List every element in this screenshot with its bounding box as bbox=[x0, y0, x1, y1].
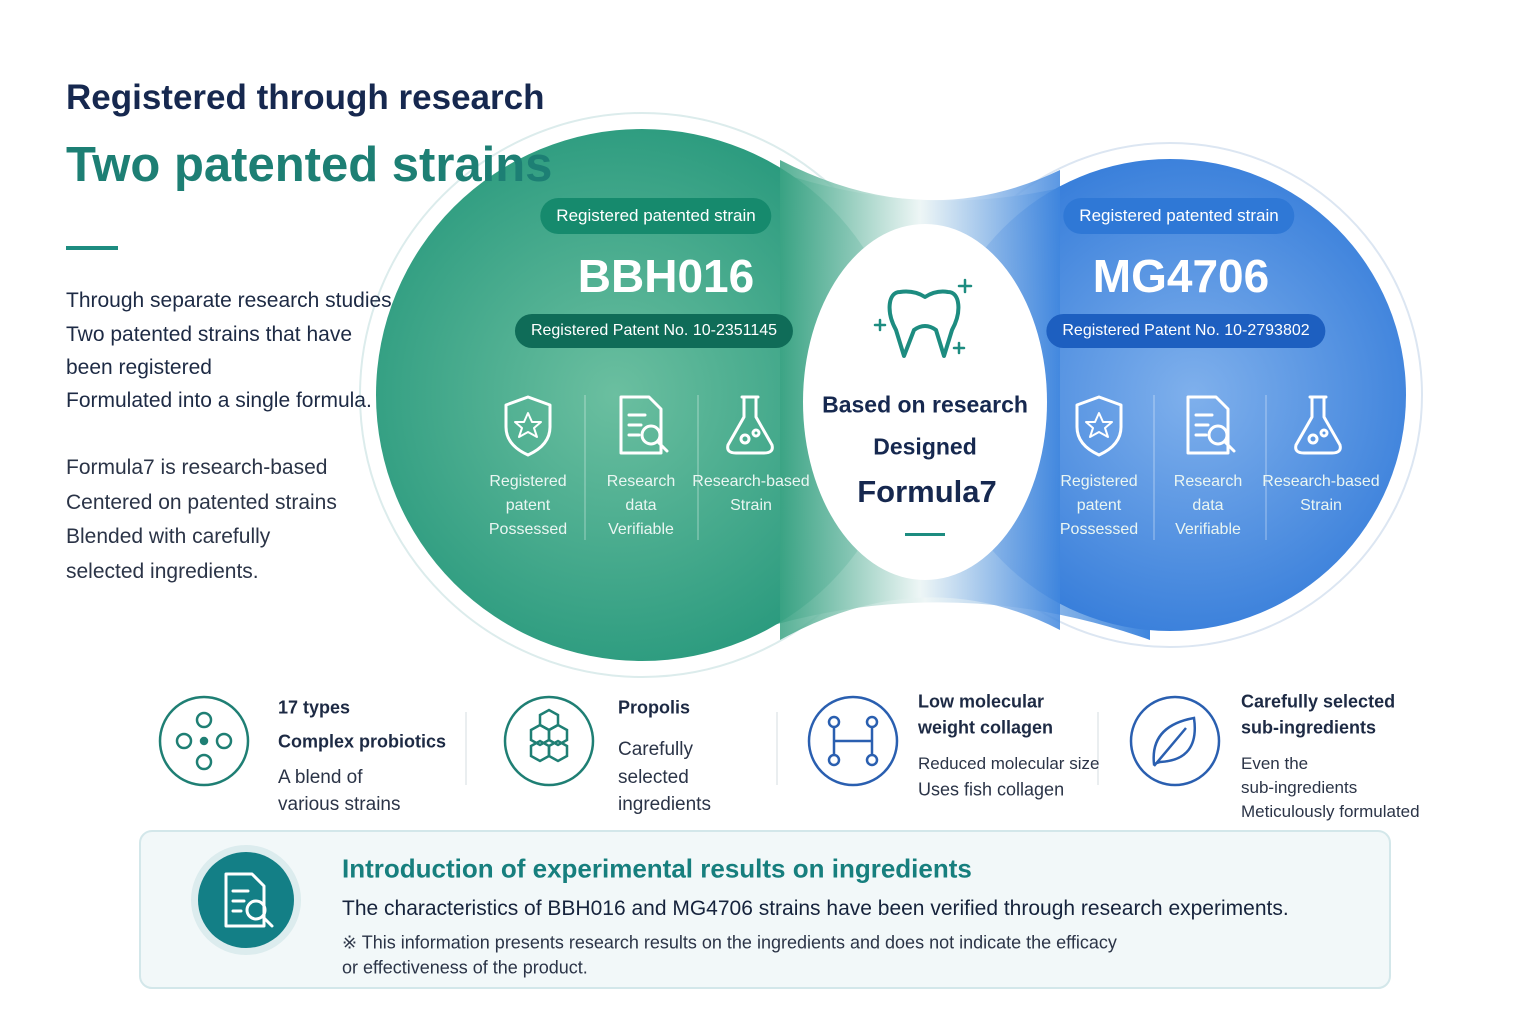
ingredient-title: weight collagen bbox=[918, 717, 1054, 738]
strain-badge: Registered patented strain bbox=[1063, 198, 1295, 234]
feature-label: Registered bbox=[1060, 473, 1138, 490]
note-disclaimer: or effectiveness of the product. bbox=[342, 957, 588, 978]
feature-label: Registered bbox=[489, 473, 567, 490]
ingredient-desc: sub-ingredients bbox=[1241, 778, 1358, 797]
feature-label: Research bbox=[1173, 473, 1243, 490]
note-icon-glyph bbox=[224, 872, 274, 928]
subtitle: Registered through research bbox=[66, 78, 545, 117]
ingredient-title: 17 types bbox=[278, 697, 351, 718]
center-brand: Formula7 bbox=[857, 474, 997, 509]
feature-label: data bbox=[1192, 497, 1224, 514]
ingredient-desc: Meticulously formulated bbox=[1241, 802, 1420, 821]
ingredient-title: Propolis bbox=[618, 697, 691, 718]
ingredient-dividers bbox=[465, 712, 1099, 785]
ingredient-desc: Carefully bbox=[618, 739, 693, 760]
ingredient-desc: Uses fish collagen bbox=[918, 779, 1065, 800]
feature-label: Verifiable bbox=[608, 521, 674, 538]
intro-line: Formula7 is research-based bbox=[66, 456, 328, 479]
strain-patent: Registered Patent No. 10-2793802 bbox=[1046, 314, 1326, 348]
intro-line: Formulated into a single formula. bbox=[66, 389, 372, 412]
note-icon bbox=[198, 852, 294, 948]
note-title: Introduction of experimental results on … bbox=[342, 853, 972, 884]
intro-line: been registered bbox=[66, 356, 212, 379]
feature-dividers bbox=[584, 395, 1267, 540]
ingredient-desc: various strains bbox=[278, 794, 401, 815]
note-box bbox=[139, 830, 1391, 989]
feature-label: Strain bbox=[730, 497, 772, 514]
feature-label: Possessed bbox=[488, 521, 568, 538]
feature-label: patent bbox=[505, 497, 551, 514]
ingredient-title: Complex probiotics bbox=[278, 731, 447, 752]
strain-badge: Registered patented strain bbox=[540, 198, 772, 234]
center-text: Based on research bbox=[822, 391, 1028, 418]
feature-label: data bbox=[625, 497, 657, 514]
ingredient-desc: Reduced molecular size bbox=[918, 754, 1100, 773]
strain-patent: Registered Patent No. 10-2351145 bbox=[514, 314, 794, 348]
ingredient-icons bbox=[158, 695, 1221, 787]
feature-label: Research-based bbox=[692, 473, 810, 490]
ingredient-desc: Even the bbox=[1241, 754, 1309, 773]
tooth-icon bbox=[873, 278, 973, 358]
intro-line: Two patented strains that have bbox=[66, 323, 353, 346]
ingredient-desc: A blend of bbox=[278, 767, 363, 788]
ingredient-desc: selected bbox=[618, 767, 689, 788]
title: Two patented strains bbox=[66, 138, 553, 192]
ingredient-title: sub-ingredients bbox=[1241, 717, 1377, 738]
feature-label: Verifiable bbox=[1175, 521, 1241, 538]
intro-line: Blended with carefully bbox=[66, 525, 271, 548]
strain-name: MG4706 bbox=[1092, 250, 1270, 302]
feature-label: Strain bbox=[1300, 497, 1342, 514]
note-disclaimer: ※ This information presents research res… bbox=[342, 932, 1117, 953]
strain-name: BBH016 bbox=[577, 250, 755, 302]
ingredient-title: Carefully selected bbox=[1241, 691, 1396, 712]
center-text: Designed bbox=[873, 433, 977, 460]
intro-line: selected ingredients. bbox=[66, 560, 259, 583]
feature-label: Research bbox=[606, 473, 676, 490]
feature-label: Research-based bbox=[1262, 473, 1380, 490]
feature-label: patent bbox=[1076, 497, 1122, 514]
ingredient-title: Low molecular bbox=[918, 691, 1045, 712]
feature-label: Possessed bbox=[1059, 521, 1139, 538]
accent-line bbox=[66, 246, 118, 250]
note-text: The characteristics of BBH016 and MG4706… bbox=[342, 897, 1289, 920]
intro-line: Centered on patented strains bbox=[66, 491, 337, 514]
feature-icons bbox=[504, 395, 1342, 457]
ingredient-desc: ingredients bbox=[618, 794, 711, 815]
intro-line: Through separate research studies bbox=[66, 289, 392, 312]
accent-line bbox=[905, 533, 945, 536]
strain-shape bbox=[359, 112, 1423, 678]
